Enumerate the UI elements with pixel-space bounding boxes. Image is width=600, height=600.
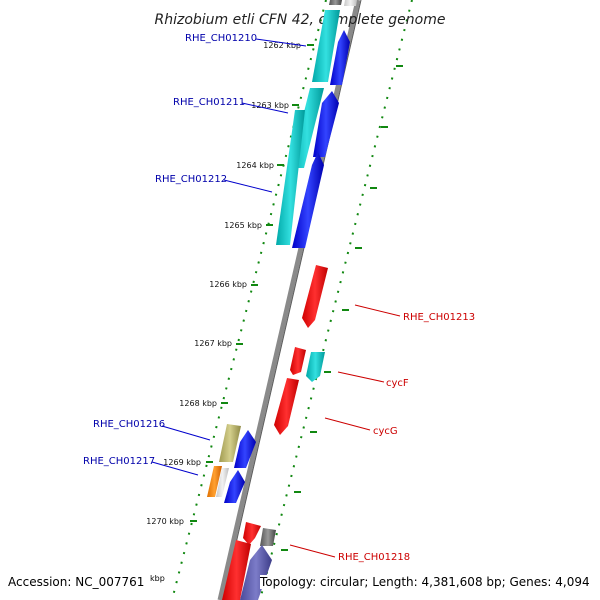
callout-line xyxy=(324,417,371,431)
callout-line xyxy=(151,461,199,476)
gene-orange-rhe-ch01217[interactable] xyxy=(207,466,222,497)
gene-red-rhe-ch01218-a[interactable] xyxy=(243,522,261,545)
gene-fragment-grey[interactable] xyxy=(329,0,342,5)
gene-blue-rhe-ch01217[interactable] xyxy=(224,470,245,503)
gene-red-rhe-ch01213[interactable] xyxy=(302,265,328,328)
genome-stats-text: Topology: circular; Length: 4,381,608 bp… xyxy=(260,575,590,589)
gene-label-rhe-ch01212[interactable]: RHE_CH01212 xyxy=(155,174,227,185)
gene-olive-rhe-ch01216[interactable] xyxy=(219,424,241,462)
callout-line xyxy=(289,544,336,558)
gene-cyan-rhe-ch01210[interactable] xyxy=(312,10,340,82)
tick-label: 1270 kbp xyxy=(146,517,184,526)
gene-blue-rhe-ch01216[interactable] xyxy=(234,430,256,468)
accession-text: Accession: NC_007761 xyxy=(8,575,145,589)
gene-blue-rhe-ch01211[interactable] xyxy=(313,91,339,157)
tick-label: 1269 kbp xyxy=(163,458,201,467)
genome-backbone xyxy=(217,0,361,600)
tick-label: 1265 kbp xyxy=(224,221,262,230)
gene-slate-rhe-ch01218[interactable] xyxy=(240,545,272,600)
map-title: Rhizobium etli CFN 42, complete genome xyxy=(155,12,446,28)
gene-cyan-rhe-ch01212[interactable] xyxy=(276,110,305,245)
gene-grey-small[interactable] xyxy=(216,468,229,497)
backbone-shadow xyxy=(222,0,362,600)
tick-label: 1264 kbp xyxy=(236,161,274,170)
gene-blue-rhe-ch01210[interactable] xyxy=(330,30,350,85)
gene-red-small[interactable] xyxy=(290,347,306,375)
tick-label: 1262 kbp xyxy=(263,41,301,50)
gene-red-rhe-ch01218-b[interactable] xyxy=(222,540,251,600)
gene-grey-rhe-ch01218[interactable] xyxy=(260,528,276,546)
gene-label-rhe-ch01216[interactable]: RHE_CH01216 xyxy=(93,419,165,430)
gene-label-cycf[interactable]: cycF xyxy=(386,378,409,389)
callout-line xyxy=(255,38,307,47)
callout-line xyxy=(337,371,385,383)
gene-red-cycg[interactable] xyxy=(274,378,299,435)
callout-line xyxy=(223,179,273,193)
callout-line xyxy=(354,304,401,317)
gene-label-rhe-ch01211[interactable]: RHE_CH01211 xyxy=(173,97,245,108)
tick-label: 1268 kbp xyxy=(179,399,217,408)
gene-fragment-light[interactable] xyxy=(344,0,357,6)
tick-label: 1263 kbp xyxy=(251,101,289,110)
outer-track-left xyxy=(171,0,327,600)
gene-label-rhe-ch01210[interactable]: RHE_CH01210 xyxy=(185,33,257,44)
gene-label-cycg[interactable]: cycG xyxy=(373,426,398,437)
gene-cyan-cycf[interactable] xyxy=(306,352,325,382)
tick-label: 1267 kbp xyxy=(194,339,232,348)
callout-line xyxy=(161,425,211,441)
tick-label: 1266 kbp xyxy=(209,280,247,289)
callout-line xyxy=(241,102,289,114)
gene-blue-rhe-ch01212[interactable] xyxy=(292,152,324,248)
gene-label-rhe-ch01217[interactable]: RHE_CH01217 xyxy=(83,456,155,467)
tick-group xyxy=(190,44,403,551)
gene-label-rhe-ch01213[interactable]: RHE_CH01213 xyxy=(403,312,475,323)
accession-tick-label: kbp xyxy=(150,574,165,583)
gene-label-rhe-ch01218[interactable]: RHE_CH01218 xyxy=(338,552,410,563)
